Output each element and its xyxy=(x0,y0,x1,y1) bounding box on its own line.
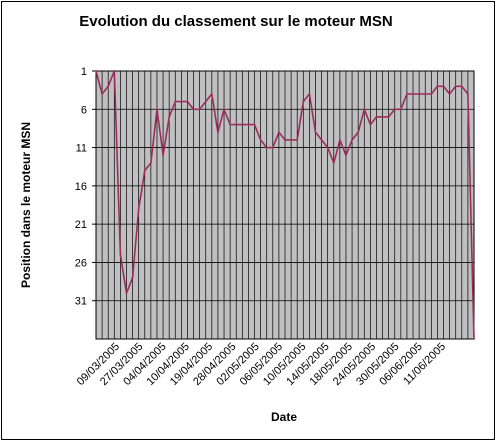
data-point xyxy=(101,93,103,95)
data-point xyxy=(192,108,195,111)
data-point xyxy=(259,139,262,141)
data-point xyxy=(393,108,396,111)
data-point xyxy=(125,292,128,294)
data-point xyxy=(241,123,244,126)
data-point xyxy=(381,116,384,118)
data-point xyxy=(308,93,311,95)
data-point xyxy=(369,123,372,126)
data-point xyxy=(375,116,378,118)
data-point xyxy=(131,276,134,279)
data-point xyxy=(229,123,232,126)
data-point xyxy=(296,139,299,141)
data-point xyxy=(119,253,122,256)
data-point xyxy=(156,108,158,111)
data-point xyxy=(320,139,323,141)
data-point xyxy=(357,131,360,134)
data-point xyxy=(217,131,219,134)
data-point xyxy=(253,123,256,126)
data-point xyxy=(186,100,189,103)
data-point xyxy=(412,93,414,95)
data-point xyxy=(454,85,457,88)
data-point xyxy=(467,93,469,95)
data-point xyxy=(223,108,225,111)
y-tick-label: 21 xyxy=(75,219,87,231)
data-point xyxy=(473,338,475,340)
data-point xyxy=(162,154,164,157)
data-point xyxy=(406,93,408,95)
data-point xyxy=(460,85,463,88)
series-points xyxy=(95,70,475,340)
data-point xyxy=(149,161,152,164)
data-point xyxy=(271,146,274,149)
data-point xyxy=(168,116,171,118)
y-tick-label: 11 xyxy=(76,143,87,155)
data-point xyxy=(302,100,305,103)
y-tick-label: 16 xyxy=(75,181,87,193)
data-point xyxy=(436,85,439,88)
data-point xyxy=(363,108,366,111)
data-point xyxy=(204,100,207,103)
data-point xyxy=(174,100,177,103)
data-point xyxy=(198,108,201,111)
data-point xyxy=(430,93,433,95)
data-point xyxy=(387,116,390,118)
data-point xyxy=(442,85,445,88)
data-point xyxy=(326,146,329,149)
data-point xyxy=(424,93,427,95)
data-point xyxy=(418,93,421,95)
chart-title: Evolution du classement sur le moteur MS… xyxy=(79,13,392,30)
data-point xyxy=(290,139,292,141)
data-point xyxy=(143,169,146,172)
y-tick-label: 26 xyxy=(75,257,87,269)
gridlines xyxy=(96,71,474,339)
x-axis-title: Date xyxy=(271,410,297,424)
data-point xyxy=(113,70,116,72)
x-axis-ticks: 09/03/200527/03/200504/04/200510/04/2005… xyxy=(75,341,448,388)
data-point xyxy=(210,93,213,95)
data-point xyxy=(278,131,280,134)
data-point xyxy=(351,139,353,141)
data-point xyxy=(265,146,268,149)
data-point xyxy=(235,123,238,126)
y-tick-label: 1 xyxy=(81,66,87,78)
data-point xyxy=(314,131,317,134)
y-tick-label: 6 xyxy=(81,104,87,116)
data-point xyxy=(107,85,110,88)
y-tick-label: 31 xyxy=(75,296,87,308)
data-point xyxy=(247,123,250,126)
data-point xyxy=(284,139,286,141)
data-point xyxy=(332,161,335,164)
data-point xyxy=(448,93,451,95)
data-point xyxy=(95,70,97,72)
data-point xyxy=(137,207,140,210)
data-point xyxy=(345,154,347,157)
data-point xyxy=(180,100,183,103)
data-point xyxy=(399,108,402,111)
y-axis-title: Position dans le moteur MSN xyxy=(19,122,33,288)
data-point xyxy=(338,139,341,141)
